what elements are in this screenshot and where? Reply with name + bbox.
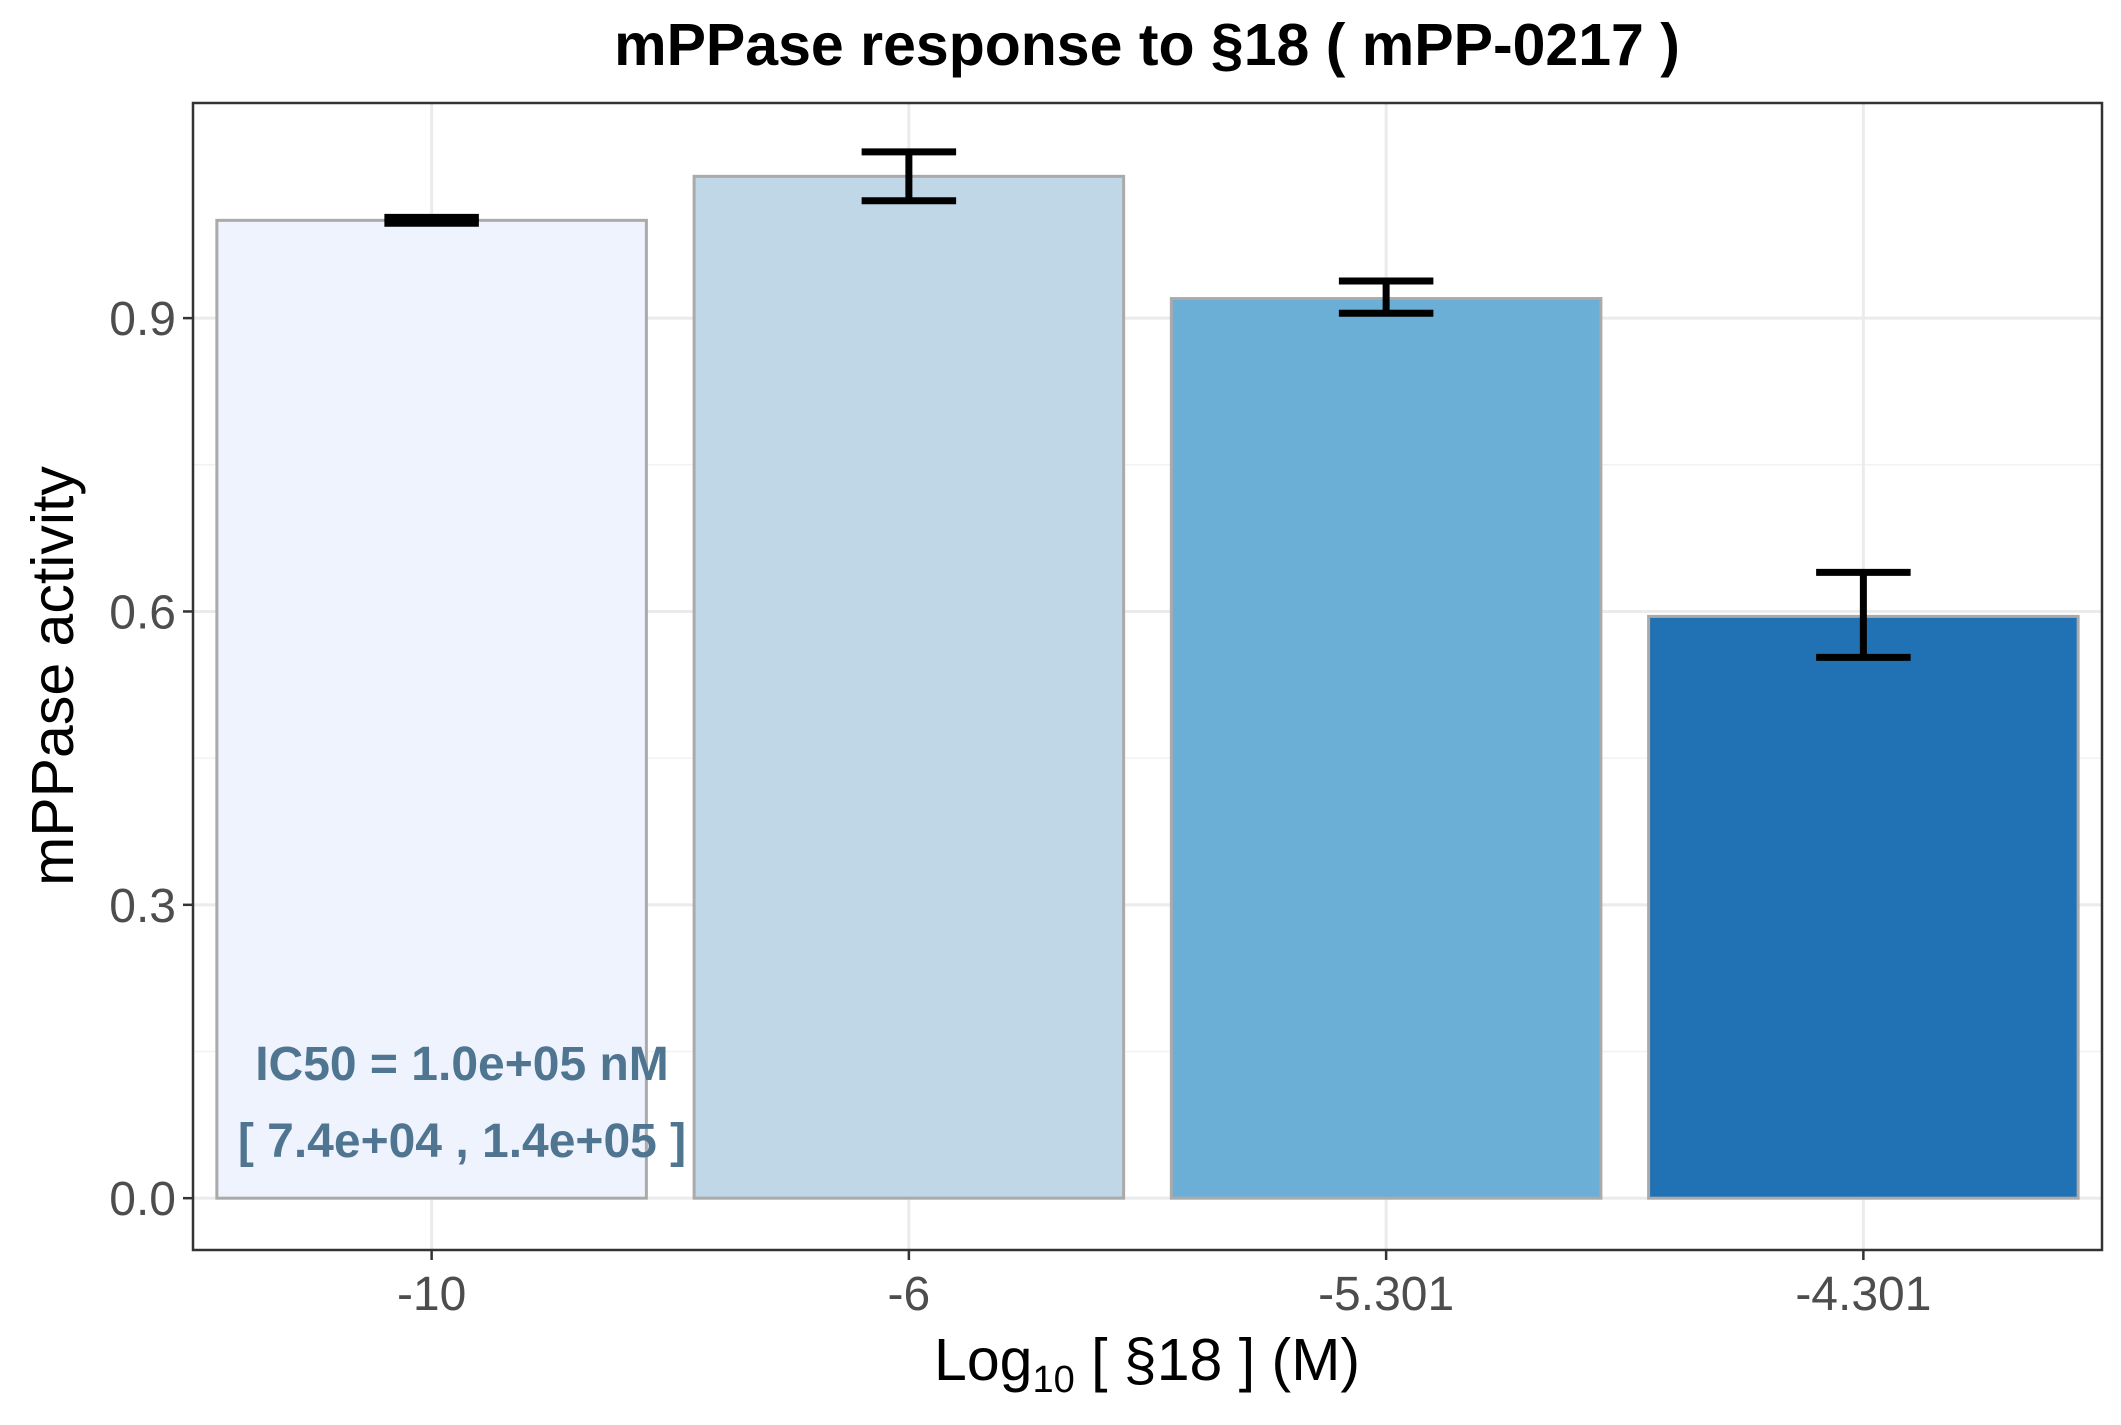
y-tick-label: 0.0 [109,1173,176,1226]
x-tick-label: -6 [888,1268,931,1321]
x-tick-label: -5.301 [1318,1268,1454,1321]
ic50-annotation: IC50 = 1.0e+05 nM [255,1038,669,1091]
bar [692,174,1126,1200]
chart-title: mPPase response to §18 ( mPP-0217 ) [614,12,1680,78]
x-axis-title: Log10 [ §18 ] (M) [934,1327,1360,1401]
x-tick-label: -4.301 [1795,1268,1931,1321]
bars [215,174,2080,1200]
y-tick-label: 0.9 [109,293,176,346]
x-axis-ticks: -10 -6 -5.301 -4.301 [397,1250,1931,1321]
x-axis-title-spacer [1075,1327,1091,1393]
x-tick-label: -10 [397,1268,466,1321]
x-axis-title-suffix: [ §18 ] (M) [1091,1327,1360,1393]
x-axis-title-subscript: 10 [1032,1359,1074,1401]
x-axis-title-prefix: Log [934,1327,1032,1393]
y-axis-title: mPPase activity [20,466,86,886]
panel-border [191,101,2104,1252]
y-tick-label: 0.6 [109,586,176,639]
bar [215,218,648,1200]
error-bars [384,148,1911,661]
ic50-interval-annotation: [ 7.4e+04 , 1.4e+05 ] [238,1115,686,1168]
bar [1647,614,2080,1200]
y-axis-ticks: 0.0 0.3 0.6 0.9 [109,293,193,1226]
y-tick-label: 0.3 [109,880,176,933]
bar [1169,297,1603,1200]
